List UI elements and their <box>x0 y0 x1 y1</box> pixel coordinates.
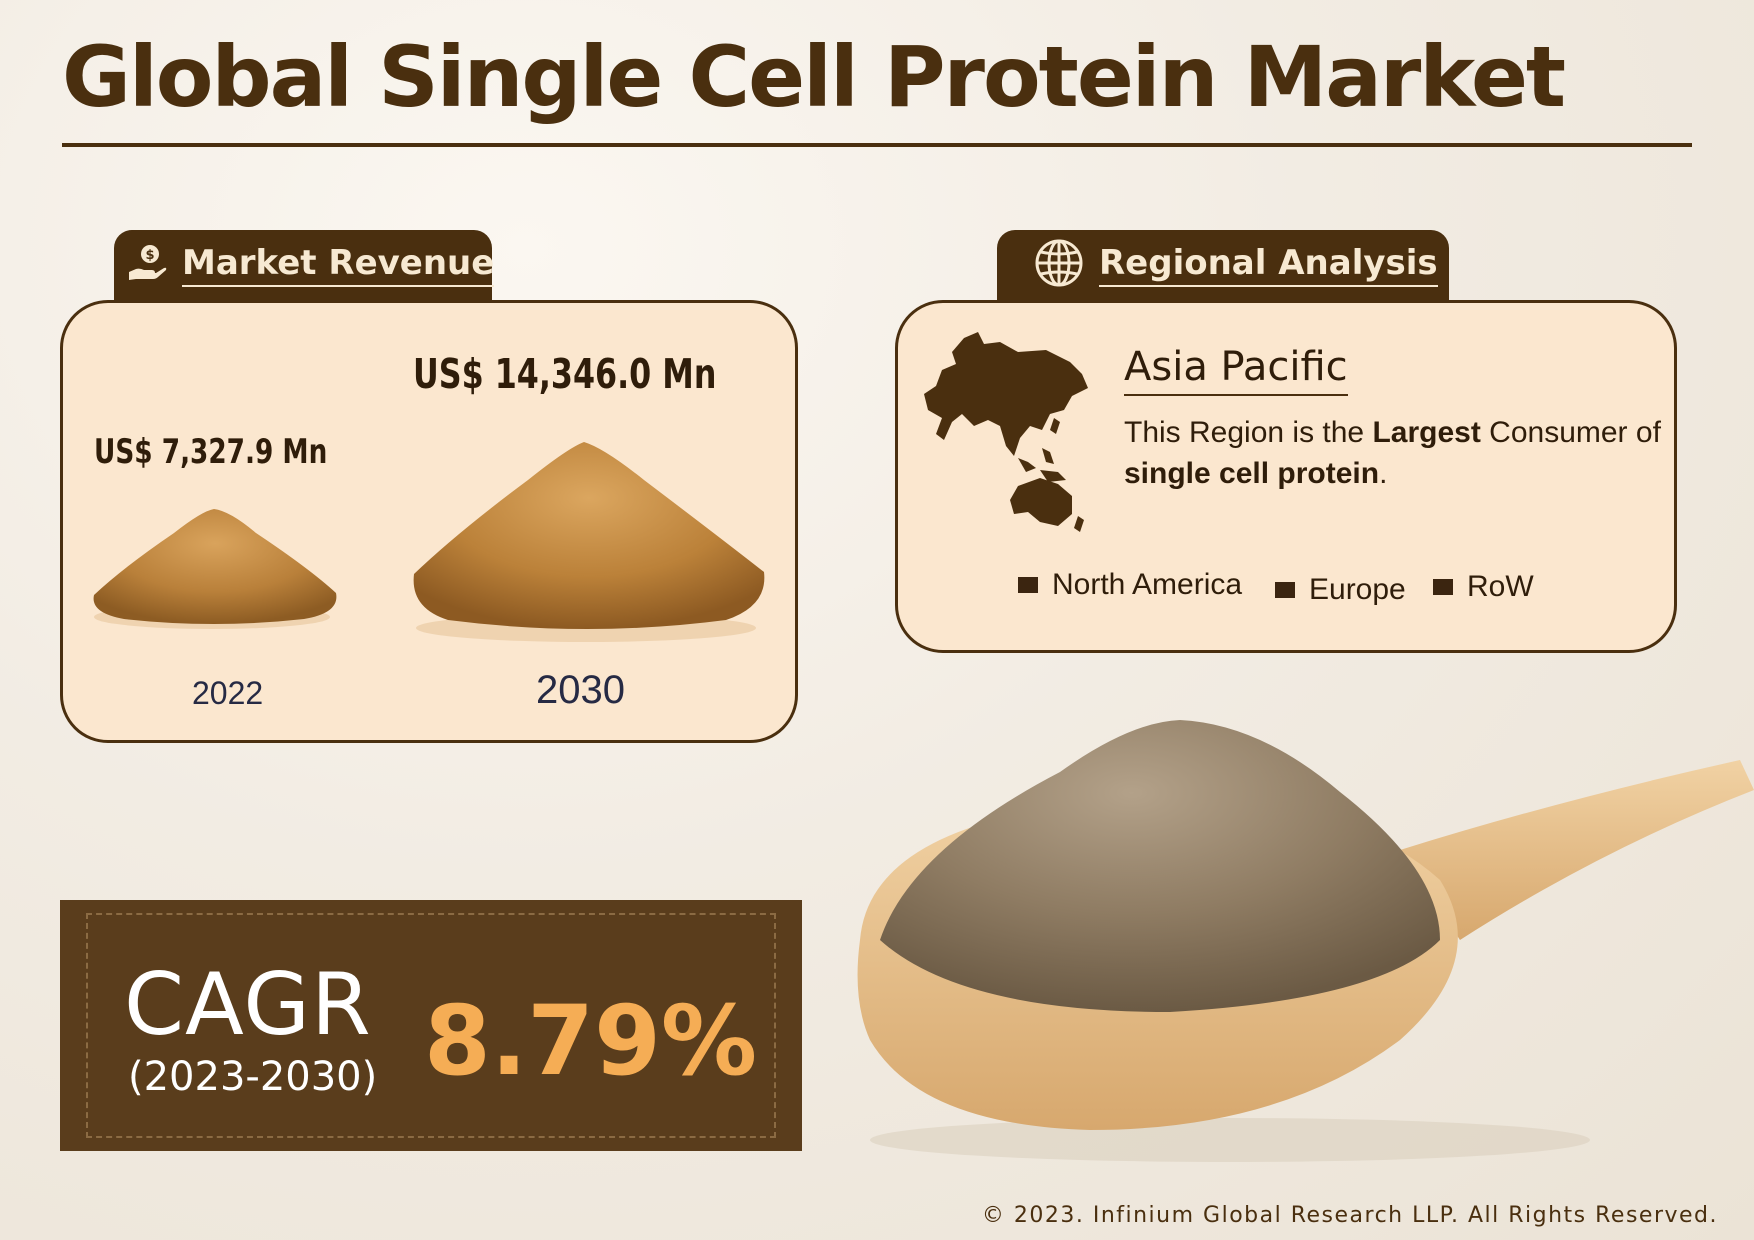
cagr-box <box>60 900 802 1151</box>
globe-icon <box>1033 237 1085 294</box>
legend-square-icon <box>1433 579 1453 595</box>
cagr-label: CAGR <box>124 955 372 1055</box>
region-description: This Region is the Largest Consumer of s… <box>1124 416 1661 490</box>
market-revenue-tab: $ Market Revenue <box>114 230 495 300</box>
legend-square-icon <box>1018 577 1038 593</box>
cagr-dashed-frame <box>86 913 776 1138</box>
regional-analysis-tab: Regional Analysis <box>997 230 1449 300</box>
cagr-value: 8.79% <box>424 985 758 1097</box>
regional-analysis-label: Regional Analysis <box>1099 243 1438 287</box>
hand-coin-icon: $ <box>126 242 168 289</box>
market-revenue-label: Market Revenue <box>182 243 495 287</box>
spoon-with-powder-image <box>857 720 1754 1162</box>
emphasis-product: single cell protein <box>1124 457 1380 490</box>
powder-pile-large <box>413 442 765 642</box>
year-label-2030: 2030 <box>536 668 625 712</box>
legend-square-icon <box>1275 582 1295 598</box>
region-name: Asia Pacific <box>1124 344 1348 396</box>
page-title: Global Single Cell Protein Market <box>62 28 1566 126</box>
revenue-value-2022: US$ 7,327.9 Mn <box>94 432 328 472</box>
legend-item-europe: Europe <box>1275 573 1406 607</box>
year-label-2022: 2022 <box>192 675 264 711</box>
cagr-period: (2023-2030) <box>128 1054 378 1100</box>
copyright-notice: © 2023. Infinium Global Research LLP. Al… <box>981 1203 1718 1228</box>
powder-pile-small <box>93 509 337 629</box>
asia-pacific-map-icon <box>924 332 1088 532</box>
title-divider <box>62 143 1692 147</box>
legend-item-north-america: North America <box>1018 568 1242 602</box>
legend-item-row: RoW <box>1433 570 1534 604</box>
svg-text:$: $ <box>145 248 154 263</box>
emphasis-largest: Largest <box>1372 416 1481 449</box>
revenue-value-2030: US$ 14,346.0 Mn <box>413 350 717 398</box>
